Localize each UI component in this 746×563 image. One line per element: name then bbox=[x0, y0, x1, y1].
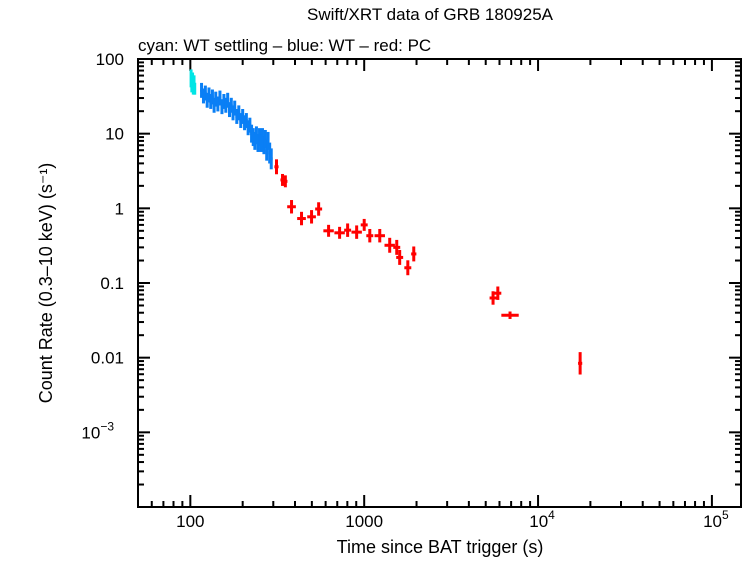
series-pc bbox=[274, 159, 583, 375]
y-tick-label: 0.1 bbox=[100, 274, 124, 293]
y-tick-label: 10 bbox=[105, 125, 124, 144]
data-point bbox=[226, 92, 230, 108]
data-point bbox=[578, 352, 583, 375]
chart-title: Swift/XRT data of GRB 180925A bbox=[307, 5, 554, 24]
x-axis-label: Time since BAT trigger (s) bbox=[337, 537, 544, 557]
data-point bbox=[501, 311, 519, 319]
x-tick-label: 104 bbox=[529, 508, 555, 531]
data-point bbox=[323, 224, 334, 237]
data-point bbox=[315, 202, 323, 216]
series-wt-settling bbox=[189, 69, 197, 95]
data-point bbox=[229, 97, 233, 113]
data-point bbox=[489, 291, 497, 305]
data-point bbox=[366, 228, 374, 243]
plot-frame bbox=[137, 58, 742, 508]
data-point bbox=[218, 90, 222, 106]
data-point bbox=[334, 226, 345, 239]
x-tick-label: 1000 bbox=[345, 512, 383, 531]
data-point bbox=[307, 210, 316, 224]
x-tick-label: 100 bbox=[176, 512, 204, 531]
data-point bbox=[396, 249, 404, 265]
data-point bbox=[411, 246, 417, 262]
data-point bbox=[274, 159, 279, 175]
x-tick-label: 105 bbox=[703, 508, 729, 531]
data-point bbox=[297, 211, 306, 226]
data-point bbox=[237, 105, 241, 121]
series-wt bbox=[200, 82, 273, 170]
chart-subtitle: cyan: WT settling – blue: WT – red: PC bbox=[138, 36, 431, 55]
data-point bbox=[374, 228, 385, 243]
data-point bbox=[266, 131, 270, 150]
y-tick-label: 10−3 bbox=[81, 419, 114, 442]
data-point bbox=[210, 89, 214, 105]
data-point bbox=[287, 200, 296, 214]
data-point bbox=[344, 223, 352, 237]
y-tick-label: 100 bbox=[96, 50, 124, 69]
data-point bbox=[384, 237, 395, 253]
data-point bbox=[360, 218, 368, 231]
data-point bbox=[404, 260, 412, 276]
y-tick-label: 1 bbox=[115, 199, 124, 218]
y-tick-label: 0.01 bbox=[91, 349, 124, 368]
data-point bbox=[283, 175, 288, 188]
y-axis-label: Count Rate (0.3–10 keV) (s⁻¹) bbox=[36, 163, 56, 404]
data-point bbox=[393, 239, 401, 255]
data-point bbox=[269, 148, 273, 170]
data-point bbox=[193, 82, 197, 95]
data-point bbox=[351, 225, 362, 239]
data-point bbox=[233, 100, 237, 116]
data-point bbox=[494, 286, 502, 300]
